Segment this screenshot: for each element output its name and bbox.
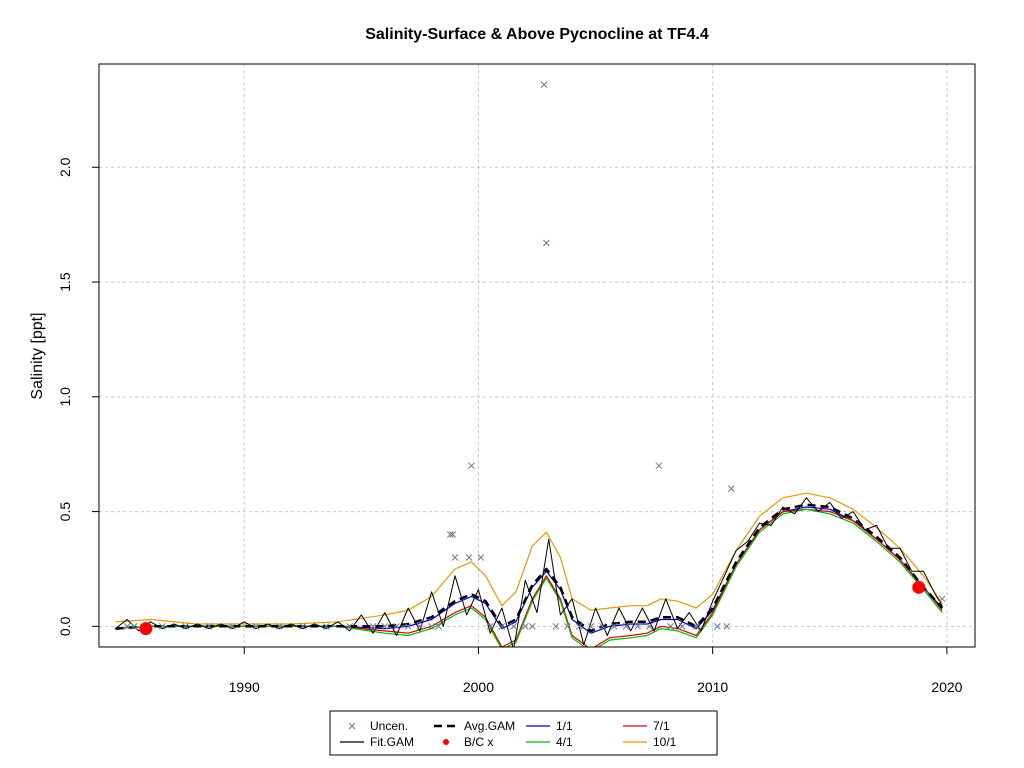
uncensored-point <box>205 622 213 630</box>
bc-point <box>912 580 926 594</box>
uncensored-point <box>275 622 283 630</box>
uncensored-point <box>130 622 138 630</box>
uncensored-point <box>655 462 663 470</box>
series-1-1-line <box>115 506 943 634</box>
uncensored-point <box>622 622 630 630</box>
uncensored-point <box>416 622 424 630</box>
y-axis-label: Salinity [ppt] <box>29 312 46 399</box>
series-7-1-line <box>115 508 943 647</box>
uncensored-point <box>599 622 606 630</box>
y-tick-label: 0.5 <box>57 502 73 522</box>
plot-lines <box>115 492 944 647</box>
uncensored-point <box>393 622 400 630</box>
series-avg-gam-line <box>115 503 944 633</box>
uncensored-point <box>521 622 529 630</box>
uncensored-point <box>182 622 190 630</box>
x-tick-label: 2000 <box>463 679 494 695</box>
y-axis: 0.0 0.5 1.0 1.5 2.0 <box>57 157 99 636</box>
series-4-1-line <box>115 508 943 647</box>
plot-area <box>115 81 946 647</box>
grid <box>99 64 975 647</box>
uncensored-point <box>451 554 459 561</box>
legend-label-4-1: 4/1 <box>556 735 573 749</box>
legend-label-10-1: 10/1 <box>653 735 677 749</box>
legend-swatch-uncen- <box>348 722 356 730</box>
uncensored-point <box>158 622 166 630</box>
uncensored-point <box>381 622 389 630</box>
uncensored-point <box>486 622 494 630</box>
legend-label-uncen-: Uncen. <box>370 719 408 733</box>
uncensored-point <box>610 622 618 630</box>
uncensored-point <box>587 622 595 630</box>
x-axis: 1990 2000 2010 2020 <box>229 647 963 695</box>
uncensored-point <box>322 622 330 630</box>
uncensored-point <box>435 622 442 630</box>
series-fit-gam-line <box>115 497 943 647</box>
uncensored-point <box>938 595 946 603</box>
uncensored-point <box>564 622 571 630</box>
x-tick-label: 1990 <box>229 679 260 695</box>
y-tick-label: 1.0 <box>57 387 73 407</box>
uncensored-point <box>123 622 131 630</box>
uncensored-point <box>477 554 485 561</box>
uncensored-point <box>229 622 236 630</box>
uncensored-point <box>498 622 506 630</box>
uncensored-point <box>369 622 377 630</box>
legend-box <box>329 710 718 756</box>
uncensored-point <box>346 622 353 630</box>
uncensored-point <box>692 622 700 630</box>
uncensored-point <box>540 81 548 89</box>
uncensored-point <box>449 531 457 538</box>
legend-items: Uncen. Avg.GAM 1/1 7/1 Fit.GAM B/C x 4/1 10/1 <box>340 719 677 749</box>
uncensored-point <box>252 622 260 630</box>
uncensored-point <box>634 622 642 630</box>
uncensored-point <box>575 622 583 630</box>
uncensored-point <box>646 622 653 630</box>
plot-frame <box>98 63 976 648</box>
uncensored-point <box>678 622 686 630</box>
uncensored-point <box>713 622 721 630</box>
uncensored-point <box>543 239 550 247</box>
uncensored-point <box>465 554 473 561</box>
series-10-1-line <box>115 492 943 625</box>
legend-label-1-1: 1/1 <box>556 719 573 733</box>
uncensored-point <box>510 622 517 630</box>
uncensored-point <box>468 462 475 470</box>
uncensored-point <box>552 622 560 630</box>
y-tick-label: 1.5 <box>57 272 73 292</box>
legend-label-7-1: 7/1 <box>653 719 670 733</box>
uncensored-point <box>428 622 435 630</box>
x-tick-label: 2020 <box>931 679 962 695</box>
uncensored-point <box>404 622 412 630</box>
chart-title: Salinity-Surface & Above Pycnocline at T… <box>365 26 709 43</box>
uncensored-point <box>728 485 735 492</box>
bc-point <box>139 622 153 636</box>
legend: Uncen. Avg.GAM 1/1 7/1 Fit.GAM B/C x 4/1 10/1 <box>329 710 718 756</box>
uncensored-point <box>723 622 731 630</box>
uncensored-point <box>528 622 536 630</box>
uncensored-point <box>446 531 454 538</box>
uncensored-point <box>299 622 307 630</box>
y-tick-label: 2.0 <box>57 157 73 177</box>
legend-label-fit-gam: Fit.GAM <box>370 735 414 749</box>
legend-label-b-c-x: B/C x <box>464 735 493 749</box>
uncensored-point <box>667 622 674 630</box>
legend-swatch-b-c-x <box>443 739 449 745</box>
x-tick-label: 2010 <box>697 679 728 695</box>
legend-label-avg-gam: Avg.GAM <box>464 719 515 733</box>
y-tick-label: 0.0 <box>57 616 73 636</box>
